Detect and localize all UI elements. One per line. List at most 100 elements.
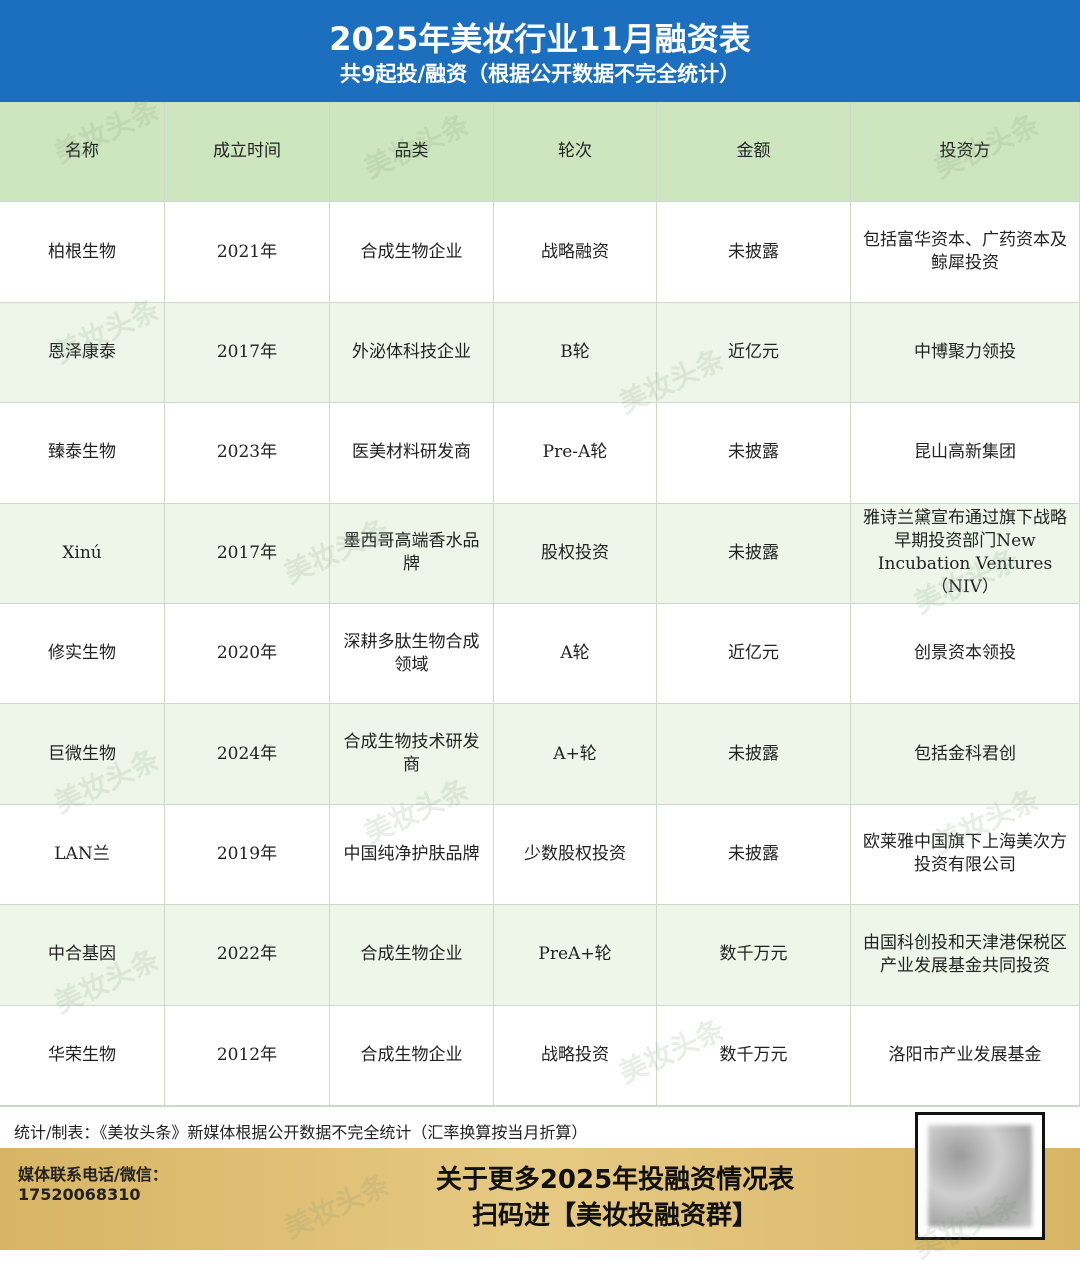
cell-text: 2022年 xyxy=(216,944,278,965)
table-cell: 中国纯净护肤品牌 xyxy=(330,804,494,906)
cell-text: 中国纯净护肤品牌 xyxy=(343,843,480,864)
cell-text: 战略投资 xyxy=(541,1044,609,1065)
header-text: 成立时间 xyxy=(213,141,281,162)
table-cell: 合成生物技术研发商 xyxy=(330,704,494,805)
table-cell: 深耕多肽生物合成领域 xyxy=(330,604,494,705)
table-cell: 未披露 xyxy=(657,804,851,906)
table-cell: 合成生物企业 xyxy=(330,905,494,1006)
table-cell: 2019年 xyxy=(165,804,330,906)
cell-text: 修实生物 xyxy=(48,643,116,664)
cell-text: 墨西哥高端香水品牌 xyxy=(343,531,480,575)
column-header: 名称 xyxy=(0,102,165,203)
cell-text: 合成生物企业 xyxy=(360,1044,463,1065)
subtitle: 共9起投/融资（根据公开数据不完全统计） xyxy=(339,62,741,86)
table-cell: 雅诗兰黛宣布通过旗下战略早期投资部门New Incubation Venture… xyxy=(851,503,1080,604)
cell-text: 合成生物企业 xyxy=(360,944,463,965)
table-cell: Xinú xyxy=(0,503,165,604)
header-text: 金额 xyxy=(736,141,771,162)
table-cell: 近亿元 xyxy=(657,302,851,404)
table-cell: B轮 xyxy=(494,302,657,404)
cell-text: 深耕多肽生物合成领域 xyxy=(343,631,480,675)
table-cell: 洛阳市产业发展基金 xyxy=(851,1005,1080,1106)
cell-text: B轮 xyxy=(560,341,590,362)
table-cell: 未披露 xyxy=(657,403,851,504)
table-cell: 战略投资 xyxy=(494,1005,657,1106)
table-cell: LAN兰 xyxy=(0,804,165,906)
cell-text: 合成生物企业 xyxy=(360,241,463,262)
cell-text: 巨微生物 xyxy=(48,743,116,764)
cell-text: 恩泽康泰 xyxy=(48,341,116,362)
cta-line: 扫码进【美妆投融资群】 xyxy=(471,1201,758,1231)
table-cell: 未披露 xyxy=(657,503,851,604)
cell-text: 2023年 xyxy=(216,442,278,463)
table-cell: 未披露 xyxy=(657,704,851,805)
column-header: 金额 xyxy=(657,102,851,203)
table-cell: 华荣生物 xyxy=(0,1005,165,1106)
table-cell: 创景资本领投 xyxy=(851,604,1080,705)
column-header: 成立时间 xyxy=(165,102,330,203)
table-cell: Pre-A轮 xyxy=(494,403,657,504)
cell-text: PreA+轮 xyxy=(538,944,612,965)
cell-text: A+轮 xyxy=(553,743,597,764)
cell-text: 未披露 xyxy=(728,843,779,864)
table-cell: A轮 xyxy=(494,604,657,705)
cell-text: 由国科创投和天津港保税区产业发展基金共同投资 xyxy=(863,932,1067,976)
table-cell: 包括金科君创 xyxy=(851,704,1080,805)
cell-text: 包括富华资本、广药资本及鲸犀投资 xyxy=(863,230,1067,274)
cell-text: 近亿元 xyxy=(728,341,779,362)
cell-text: 创景资本领投 xyxy=(914,643,1016,664)
cell-text: 医美材料研发商 xyxy=(352,442,471,463)
table-cell: 未披露 xyxy=(657,202,851,303)
table-cell: 由国科创投和天津港保税区产业发展基金共同投资 xyxy=(851,905,1080,1006)
table-cell: 股权投资 xyxy=(494,503,657,604)
cell-text: 昆山高新集团 xyxy=(914,442,1016,463)
cell-text: 雅诗兰黛宣布通过旗下战略早期投资部门New Incubation Venture… xyxy=(863,508,1067,598)
cell-text: 华荣生物 xyxy=(48,1044,116,1065)
table-cell: 合成生物企业 xyxy=(330,1005,494,1106)
qr-code[interactable] xyxy=(915,1112,1045,1240)
cell-text: 战略融资 xyxy=(541,241,609,262)
cell-text: 洛阳市产业发展基金 xyxy=(888,1044,1042,1065)
contact-label: 媒体联系电话/微信： xyxy=(18,1165,168,1184)
table-cell: 包括富华资本、广药资本及鲸犀投资 xyxy=(851,202,1080,303)
table-cell: 外泌体科技企业 xyxy=(330,302,494,404)
table-cell: 巨微生物 xyxy=(0,704,165,805)
cell-text: 柏根生物 xyxy=(48,241,116,262)
header-text: 名称 xyxy=(65,141,99,162)
column-header: 投资方 xyxy=(851,102,1080,203)
table-cell: 近亿元 xyxy=(657,604,851,705)
cell-text: 数千万元 xyxy=(719,1044,788,1065)
cell-text: 中博聚力领投 xyxy=(914,341,1016,362)
column-header: 轮次 xyxy=(494,102,657,203)
qr-image xyxy=(928,1125,1032,1227)
table-cell: 2017年 xyxy=(165,302,330,404)
table-cell: 修实生物 xyxy=(0,604,165,705)
cell-text: 中合基因 xyxy=(48,944,116,965)
table-cell: 合成生物企业 xyxy=(330,202,494,303)
table-cell: 恩泽康泰 xyxy=(0,302,165,404)
table-cell: 2020年 xyxy=(165,604,330,705)
footer-note: 统计/制表：《美妆头条》新媒体根据公开数据不完全统计（汇率换算按当月折算） xyxy=(0,1106,1080,1148)
cell-text: 2012年 xyxy=(216,1044,278,1065)
cell-text: 2024年 xyxy=(216,743,278,764)
cell-text: 未披露 xyxy=(728,442,779,463)
footer-band: 媒体联系电话/微信： 17520068310 关于更多2025年投融资情况表 扫… xyxy=(0,1148,1080,1250)
cell-text: LAN兰 xyxy=(54,843,110,864)
contact-phone: 17520068310 xyxy=(18,1185,141,1204)
header: 2025年美妆行业11月融资表 共9起投/融资（根据公开数据不完全统计） xyxy=(0,0,1080,102)
table-cell: 中博聚力领投 xyxy=(851,302,1080,404)
header-text: 轮次 xyxy=(558,141,592,162)
cell-text: 数千万元 xyxy=(719,944,788,965)
table-cell: A+轮 xyxy=(494,704,657,805)
table-cell: 2024年 xyxy=(165,704,330,805)
cell-text: 少数股权投资 xyxy=(524,843,626,864)
table-cell: 数千万元 xyxy=(657,1005,851,1106)
title: 2025年美妆行业11月融资表 xyxy=(329,20,751,58)
table-cell: 2017年 xyxy=(165,503,330,604)
cell-text: Xinú xyxy=(62,542,102,563)
cell-text: 臻泰生物 xyxy=(48,442,116,463)
table-cell: 医美材料研发商 xyxy=(330,403,494,504)
table-cell: 2023年 xyxy=(165,403,330,504)
cell-text: 2021年 xyxy=(216,241,278,262)
